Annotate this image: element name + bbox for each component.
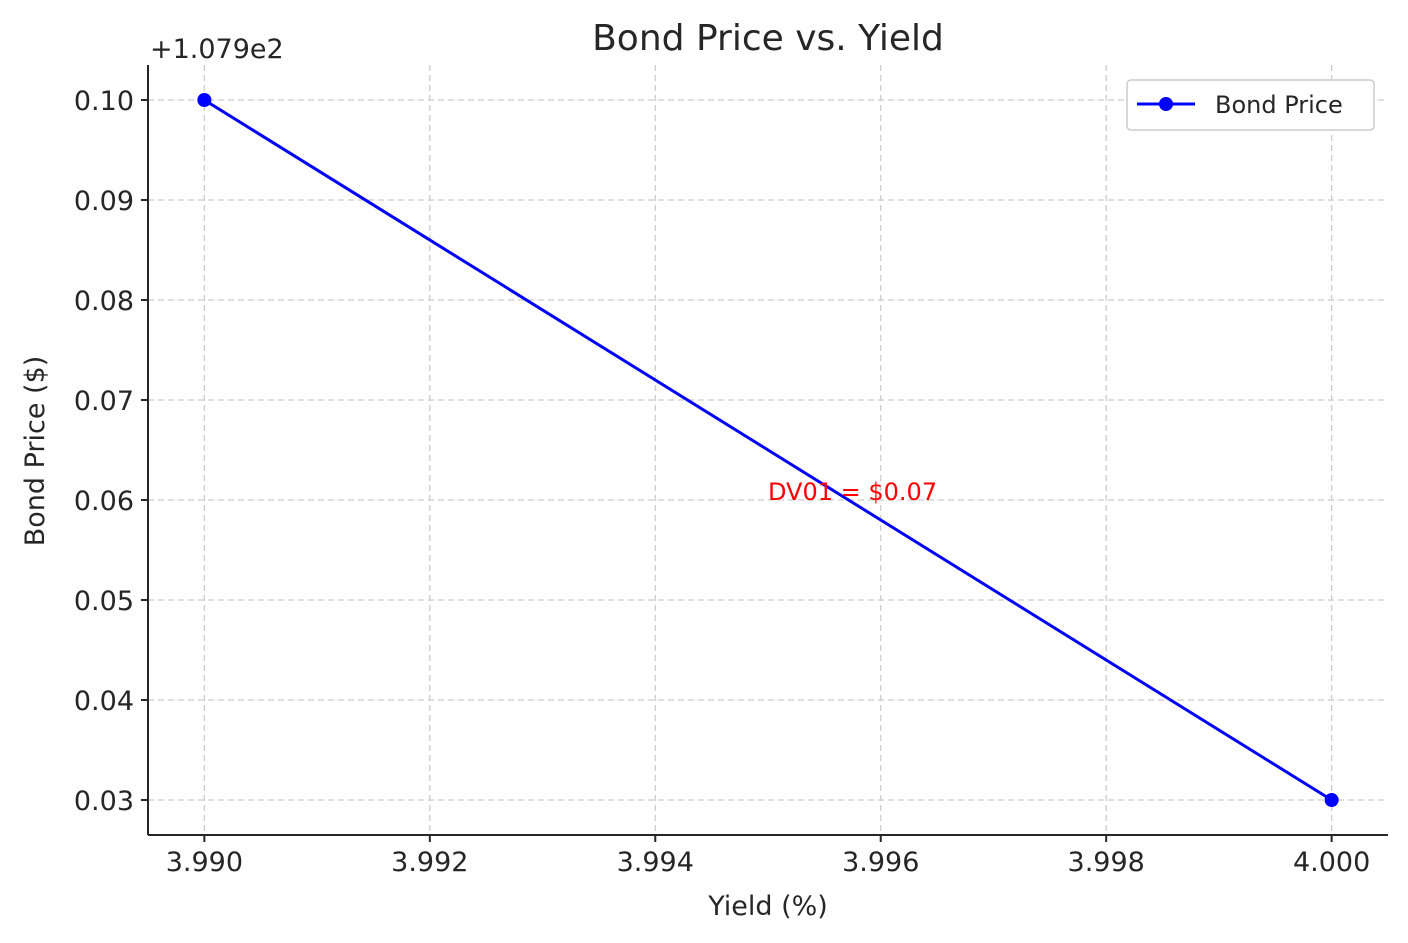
- x-axis-ticks: 3.990 3.992 3.994 3.996 3.998 4.000: [166, 835, 1370, 878]
- x-tick-label: 3.998: [1068, 847, 1145, 878]
- y-tick-label: 0.04: [74, 686, 134, 717]
- y-axis-label: Bond Price ($): [20, 356, 51, 547]
- y-tick-label: 0.07: [74, 386, 134, 417]
- x-tick-label: 3.994: [617, 847, 694, 878]
- y-tick-label: 0.09: [74, 186, 134, 217]
- series-layer: [197, 93, 1339, 807]
- data-point: [197, 93, 212, 107]
- x-tick-label: 3.996: [842, 847, 919, 878]
- x-axis-label: Yield (%): [707, 891, 828, 922]
- legend-label: Bond Price: [1215, 91, 1343, 119]
- dv01-annotation: DV01 = $0.07: [768, 478, 937, 506]
- chart-title: Bond Price vs. Yield: [592, 18, 944, 59]
- series-line: [203, 98, 1333, 802]
- y-tick-label: 0.06: [74, 486, 134, 517]
- legend: Bond Price: [1126, 79, 1375, 131]
- legend-box: [1126, 79, 1375, 131]
- y-tick-label: 0.05: [74, 586, 134, 617]
- y-tick-label: 0.08: [74, 286, 134, 317]
- y-tick-label: 0.10: [74, 86, 134, 117]
- y-offset-text: +1.079e2: [150, 34, 284, 65]
- axes-spines: [147, 65, 1388, 836]
- y-tick-label: 0.03: [74, 786, 134, 817]
- x-tick-label: 3.990: [166, 847, 243, 878]
- x-tick-label: 3.992: [391, 847, 468, 878]
- legend-marker-swatch: [1159, 97, 1173, 111]
- data-point: [1324, 793, 1339, 807]
- grid: [148, 65, 1388, 835]
- x-tick-label: 4.000: [1293, 847, 1370, 878]
- y-axis-ticks: 0.03 0.04 0.05 0.06 0.07 0.08 0.09 0.10: [74, 86, 148, 817]
